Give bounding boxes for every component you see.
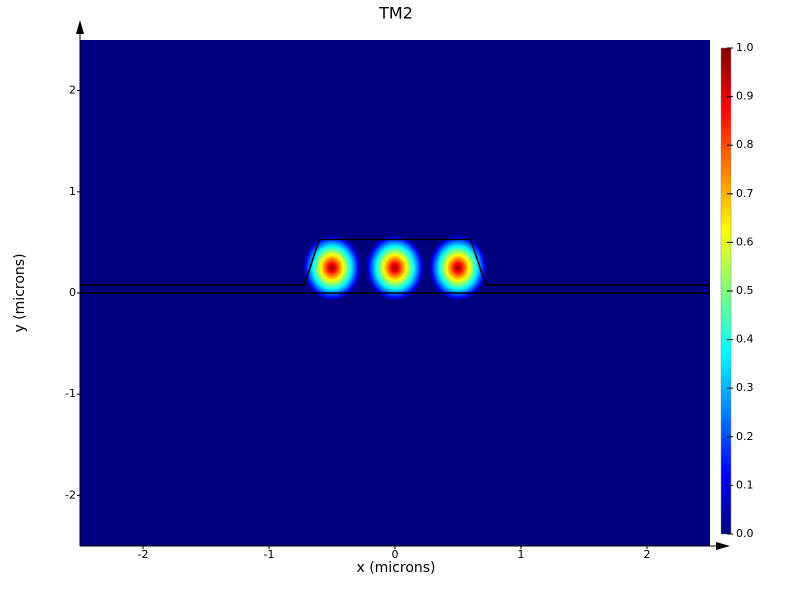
field-spot (302, 233, 362, 302)
y-tick-label: -2 (65, 488, 76, 501)
x-tick-label: 0 (392, 548, 399, 561)
colorbar-tick-label: 0.7 (736, 187, 754, 200)
colorbar-tick-label: 0.9 (736, 90, 754, 103)
plot-area (80, 40, 710, 546)
x-axis-arrow (716, 542, 730, 550)
y-tick-label: 2 (69, 84, 76, 97)
colorbar-tick-label: 0.5 (736, 284, 754, 297)
colorbar-tick-label: 1.0 (736, 41, 754, 54)
x-axis-label: x (microns) (356, 560, 435, 576)
x-tick-label: -2 (138, 548, 149, 561)
chart-title: TM2 (378, 4, 413, 23)
colorbar-tick-label: 0.2 (736, 430, 754, 443)
y-tick-label: 0 (69, 286, 76, 299)
y-axis-arrow (76, 20, 84, 34)
colorbar-tick-label: 0.3 (736, 381, 754, 394)
waveguide-outline (80, 238, 710, 286)
colorbar-tick-label: 0.4 (736, 333, 754, 346)
field-spot (428, 233, 488, 302)
x-tick-label: 1 (518, 548, 525, 561)
y-axis-label: y (microns) (12, 253, 28, 332)
y-tick-label: 1 (69, 185, 76, 198)
colorbar-tick-label: 0.0 (736, 527, 754, 540)
colorbar-tick-label: 0.1 (736, 478, 754, 491)
y-tick-label: -1 (65, 387, 76, 400)
field-spot (365, 233, 425, 302)
colorbar-tick-label: 0.8 (736, 138, 754, 151)
x-tick-label: 2 (644, 548, 651, 561)
x-tick-label: -1 (264, 548, 275, 561)
colorbar-tick-label: 0.6 (736, 235, 754, 248)
